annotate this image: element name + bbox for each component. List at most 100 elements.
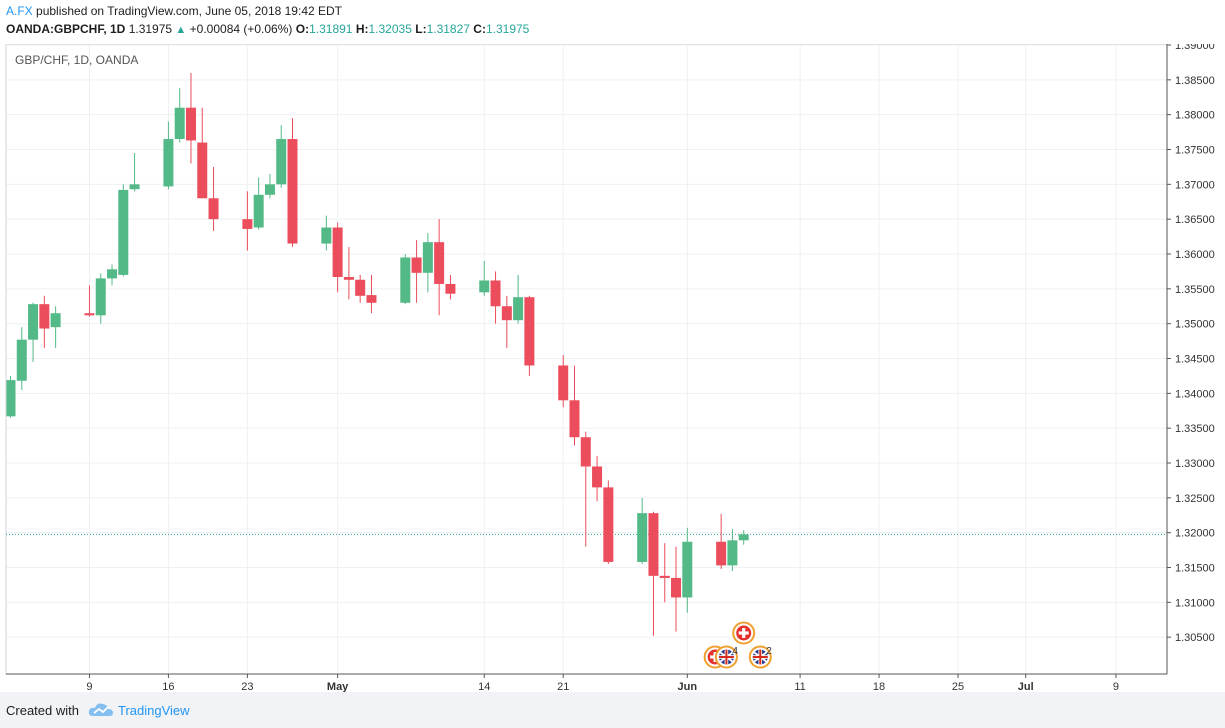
- author-link[interactable]: A.FX: [6, 4, 33, 18]
- candle-body: [524, 297, 535, 366]
- candle: [727, 529, 738, 571]
- candle: [569, 365, 580, 446]
- y-axis: 1.30500 1.31000 1.31500 1.32000 1.32500 1.330…: [1167, 40, 1215, 644]
- candle: [129, 152, 140, 192]
- open-value: 1.31891: [309, 22, 353, 36]
- tradingview-brand-link[interactable]: TradingView: [118, 703, 190, 718]
- candle: [716, 513, 727, 569]
- candle-body: [6, 380, 16, 417]
- x-tick-label: 14: [478, 681, 490, 692]
- up-arrow-icon: ▲: [175, 24, 187, 36]
- publish-line: A.FX published on TradingView.com, June …: [6, 4, 342, 18]
- candle-body: [422, 242, 433, 273]
- x-tick-label: 9: [86, 681, 92, 692]
- tradingview-cloud-icon: [88, 703, 113, 716]
- candle: [50, 306, 61, 349]
- candle-body: [95, 278, 106, 316]
- candle: [501, 295, 512, 349]
- y-tick-label: 1.36500: [1175, 214, 1215, 226]
- candle: [738, 530, 749, 545]
- y-tick-label: 1.33000: [1175, 458, 1215, 470]
- y-tick-label: 1.34500: [1175, 354, 1215, 366]
- flag-cross-red: [752, 656, 768, 658]
- candle: [174, 88, 185, 143]
- x-tick-label: Jun: [678, 681, 698, 692]
- candle: [603, 480, 614, 565]
- candle-body: [659, 575, 670, 578]
- close-value: 1.31975: [485, 22, 530, 36]
- x-tick-label: 23: [241, 681, 253, 692]
- candle-body: [366, 295, 377, 303]
- event-count: 4: [732, 646, 738, 657]
- symbol-label: OANDA:GBPCHF, 1D: [6, 22, 126, 36]
- candle: [343, 247, 354, 300]
- y-tick-label: 1.37500: [1175, 145, 1215, 157]
- candle-body: [84, 313, 95, 316]
- candle-body: [39, 304, 50, 329]
- candle-body: [332, 227, 343, 277]
- candle: [637, 497, 648, 565]
- candle: [400, 254, 411, 305]
- publish-info: published on TradingView.com, June 05, 2…: [36, 4, 342, 18]
- candle-body: [682, 541, 693, 598]
- y-tick-label: 1.36000: [1175, 249, 1215, 261]
- flag-cross-red: [718, 656, 734, 658]
- flag-cross: [738, 631, 749, 635]
- candle-body: [411, 257, 422, 273]
- candles-group: [6, 72, 749, 636]
- chart-area[interactable]: 242 1.305001.310001.315001.320001.325001…: [0, 40, 1225, 693]
- candle: [185, 72, 196, 164]
- candle-body: [287, 139, 298, 244]
- price-change: +0.00084 (+0.06%): [189, 22, 293, 36]
- x-tick-label: 21: [557, 681, 569, 692]
- candle: [208, 166, 219, 232]
- candle-body: [208, 198, 219, 220]
- candle: [107, 264, 118, 286]
- chart-grid: [6, 44, 1167, 674]
- y-tick-label: 1.31000: [1175, 597, 1215, 609]
- y-tick-label: 1.38500: [1175, 75, 1215, 87]
- y-tick-label: 1.39000: [1175, 44, 1215, 52]
- candle-body: [603, 487, 614, 562]
- candle-body: [253, 194, 264, 228]
- candle: [253, 177, 264, 230]
- candle-body: [592, 466, 603, 488]
- event-count: 2: [766, 646, 772, 657]
- candle-body: [490, 280, 501, 307]
- y-tick-label: 1.30500: [1175, 632, 1215, 644]
- candle-body: [50, 313, 61, 328]
- candle: [118, 184, 129, 277]
- candle: [264, 173, 275, 199]
- candle-body: [738, 534, 749, 541]
- x-tick-label: Jul: [1018, 681, 1034, 692]
- y-tick-label: 1.38000: [1175, 110, 1215, 122]
- y-tick-label: 1.33500: [1175, 423, 1215, 435]
- candle: [16, 327, 27, 390]
- candle: [276, 125, 287, 188]
- candle: [422, 233, 433, 293]
- uk-flag-event-icon: 2: [748, 645, 772, 669]
- candlestick-chart[interactable]: 242 1.305001.310001.315001.320001.325001…: [0, 40, 1225, 693]
- y-tick-label: 1.32000: [1175, 528, 1215, 540]
- candle: [242, 191, 253, 251]
- candle-body: [174, 107, 185, 140]
- candle: [366, 274, 377, 314]
- low-label: L:: [415, 22, 427, 36]
- chart-header: A.FX published on TradingView.com, June …: [0, 0, 1225, 44]
- candle: [558, 355, 569, 408]
- ohlc-line: OANDA:GBPCHF, 1D 1.31975 ▲ +0.00084 (+0.…: [6, 22, 529, 36]
- candle: [434, 219, 445, 316]
- created-with-label: Created with: [6, 703, 79, 718]
- y-tick-label: 1.31500: [1175, 563, 1215, 575]
- candle: [592, 456, 603, 502]
- candle-body: [569, 400, 580, 438]
- candle-body: [445, 283, 456, 294]
- y-tick-label: 1.32500: [1175, 493, 1215, 505]
- candle: [321, 215, 332, 251]
- y-tick-label: 1.35500: [1175, 284, 1215, 296]
- candle-body: [434, 242, 445, 284]
- candle-body: [242, 219, 253, 229]
- x-tick-label: 11: [794, 681, 805, 692]
- x-tick-label: 16: [162, 681, 174, 692]
- candle-body: [321, 227, 332, 244]
